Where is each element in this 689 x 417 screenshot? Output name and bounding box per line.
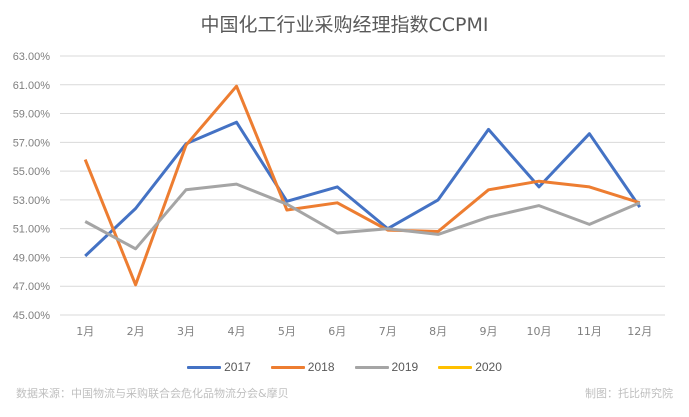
data-source-note: 数据来源：中国物流与采购联合会危化品物流分会&摩贝 [16, 387, 289, 400]
y-tick-label: 47.00% [13, 281, 51, 293]
x-tick-label: 10月 [526, 325, 551, 338]
x-tick-label: 8月 [429, 325, 447, 338]
legend-item-2018: 2018 [270, 360, 335, 374]
y-tick-label: 45.00% [13, 310, 51, 322]
y-tick-label: 55.00% [13, 166, 51, 178]
y-tick-label: 63.00% [13, 51, 51, 63]
x-tick-label: 12月 [627, 325, 652, 338]
legend-swatch [187, 365, 222, 369]
x-tick-label: 4月 [227, 325, 245, 338]
x-tick-label: 9月 [480, 325, 498, 338]
x-tick-label: 3月 [177, 325, 195, 338]
x-tick-label: 6月 [328, 325, 346, 338]
legend-label: 2019 [391, 360, 419, 374]
legend-item-2020: 2020 [438, 360, 502, 374]
legend-item-2019: 2019 [354, 360, 419, 374]
series-line-2019 [84, 182, 641, 251]
y-tick-label: 51.00% [13, 224, 51, 236]
chart-credit: 制图：托比研究院 [585, 387, 673, 400]
y-tick-label: 53.00% [13, 195, 51, 207]
y-tick-label: 59.00% [13, 109, 51, 121]
x-tick-label: 11月 [577, 325, 602, 338]
x-tick-label: 2月 [127, 325, 145, 338]
y-tick-label: 49.00% [13, 252, 51, 264]
legend-swatch [270, 365, 305, 369]
legend-label: 2018 [307, 360, 335, 374]
y-tick-label: 57.00% [13, 137, 51, 149]
y-tick-label: 61.00% [13, 80, 51, 92]
series-line-2017 [84, 120, 642, 258]
x-tick-label: 7月 [379, 325, 397, 338]
legend-label: 2020 [475, 360, 502, 374]
legend-item-2017: 2017 [187, 360, 251, 374]
chart-title: 中国化工行业采购经理指数CCPMI [200, 14, 489, 36]
legend-swatch [354, 365, 389, 369]
legend-swatch [438, 365, 473, 369]
series-line-2018 [83, 84, 641, 287]
x-tick-label: 1月 [76, 325, 94, 338]
chart-legend: 2017 2018 2019 2020 [0, 360, 689, 374]
x-tick-label: 5月 [278, 325, 296, 338]
legend-label: 2017 [224, 360, 251, 374]
